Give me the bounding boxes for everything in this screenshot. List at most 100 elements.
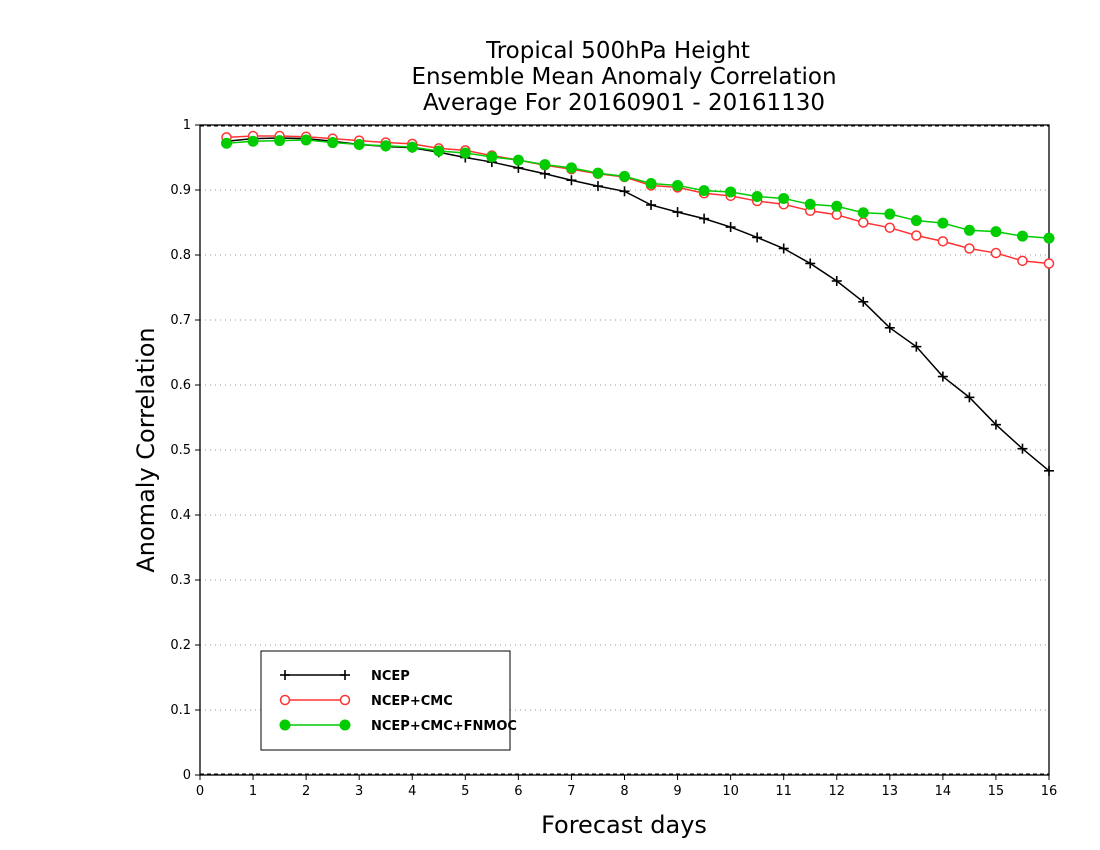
data-point <box>339 719 351 731</box>
data-point <box>884 322 895 333</box>
data-point <box>327 137 339 149</box>
x-tick-label: 15 <box>988 784 1005 799</box>
x-tick-label: 9 <box>673 784 681 799</box>
data-point <box>831 276 842 286</box>
x-tick-label: 7 <box>567 784 575 799</box>
data-point <box>858 217 869 228</box>
x-tick-label: 14 <box>935 784 952 799</box>
legend-entry: NCEP+CMC+FNMOC <box>279 719 517 734</box>
y-tick-label: 0.2 <box>170 638 191 653</box>
x-tick-label: 13 <box>882 784 899 799</box>
data-point <box>279 719 291 731</box>
data-point <box>964 392 975 403</box>
data-point <box>1017 443 1028 454</box>
legend-entry: NCEP <box>280 669 410 684</box>
y-tick-label: 0.5 <box>170 443 191 458</box>
data-point <box>459 147 471 159</box>
title-line-2: Ensemble Mean Anomaly Correlation <box>411 64 836 90</box>
data-point <box>592 181 603 192</box>
x-tick-label: 8 <box>620 784 628 799</box>
data-point <box>857 207 869 219</box>
data-point <box>884 208 896 220</box>
data-point <box>646 199 657 210</box>
legend-entry: NCEP+CMC <box>279 694 453 709</box>
data-point <box>279 694 291 706</box>
data-point <box>539 159 551 171</box>
data-point <box>831 200 843 212</box>
data-point <box>911 341 922 352</box>
series-line <box>226 137 1050 472</box>
data-point <box>221 137 233 149</box>
data-point <box>565 162 577 174</box>
y-tick-label: 0.1 <box>170 703 191 718</box>
data-point <box>672 179 684 191</box>
data-point <box>725 186 737 198</box>
y-tick-label: 0.3 <box>170 573 191 588</box>
chart-title: Tropical 500hPa Height Ensemble Mean Ano… <box>411 38 836 116</box>
data-point <box>380 140 392 152</box>
data-point <box>566 175 577 186</box>
data-point <box>911 230 922 241</box>
x-tick-label: 12 <box>828 784 845 799</box>
data-point <box>910 215 922 227</box>
x-tick-label: 11 <box>775 784 792 799</box>
data-point <box>699 213 710 224</box>
data-point <box>406 141 418 153</box>
data-point <box>340 670 350 680</box>
data-point <box>433 145 445 157</box>
data-point <box>884 222 896 233</box>
data-point <box>778 192 790 204</box>
data-point <box>778 243 789 254</box>
y-tick-label: 0.9 <box>170 183 191 198</box>
axis-ticks: 00.10.20.30.40.50.60.70.80.910 1 2 3 4 5 6 7 8 9 1… <box>170 118 1057 799</box>
data-point <box>805 258 816 269</box>
data-point <box>1043 232 1055 244</box>
y-axis-title: Anomaly Correlation <box>132 327 160 572</box>
series-group <box>221 130 1055 476</box>
gridlines <box>200 125 1049 775</box>
x-tick-label: 6 <box>514 784 522 799</box>
y-tick-label: 1 <box>183 118 191 133</box>
data-point <box>280 670 290 680</box>
data-point <box>592 167 604 179</box>
x-axis-title: Forecast days <box>541 811 707 839</box>
data-point <box>619 186 630 197</box>
legend-label: NCEP+CMC <box>371 694 453 709</box>
x-tick-label: 1 <box>249 784 257 799</box>
series-ncep <box>221 133 1054 476</box>
data-point <box>964 243 975 254</box>
data-point <box>645 178 657 189</box>
series-line <box>226 135 1050 265</box>
x-tick-label: 0 <box>196 784 204 799</box>
data-point <box>937 217 949 229</box>
y-tick-label: 0.4 <box>170 508 191 523</box>
data-point <box>752 232 763 243</box>
y-tick-label: 0.6 <box>170 378 191 393</box>
data-point <box>937 371 948 382</box>
y-tick-label: 0.8 <box>170 248 191 263</box>
y-tick-label: 0 <box>183 768 191 783</box>
data-point <box>990 226 1002 238</box>
data-point <box>990 419 1001 430</box>
data-point <box>858 296 869 307</box>
data-point <box>990 247 1002 259</box>
series-ncep-cmc-fnmoc <box>221 134 1055 244</box>
data-point <box>1044 465 1054 476</box>
data-point <box>963 224 975 236</box>
x-tick-label: 4 <box>408 784 416 799</box>
legend-label: NCEP+CMC+FNMOC <box>371 719 517 734</box>
data-point <box>1016 230 1028 242</box>
data-point <box>300 134 312 146</box>
y-tick-label: 0.7 <box>170 313 191 328</box>
data-point <box>619 170 630 182</box>
data-point <box>725 222 736 233</box>
data-point <box>672 207 683 218</box>
series-line <box>226 139 1050 239</box>
title-line-1: Tropical 500hPa Height <box>485 38 750 64</box>
data-point <box>698 185 710 197</box>
x-tick-label: 10 <box>722 784 739 799</box>
legend-label: NCEP <box>371 669 410 684</box>
data-point <box>751 191 763 202</box>
series-ncep-cmc <box>221 130 1055 269</box>
